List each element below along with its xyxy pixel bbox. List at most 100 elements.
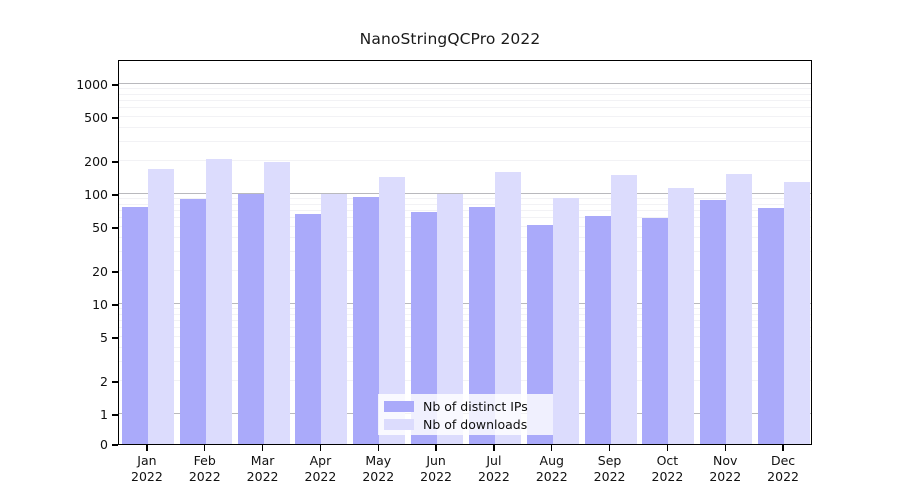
gridline — [119, 379, 811, 381]
x-tick-mark — [724, 445, 726, 451]
gridline — [119, 159, 811, 161]
y-tick-mark — [112, 84, 118, 86]
chart-legend: Nb of distinct IPs Nb of downloads — [378, 394, 553, 435]
y-tick-mark — [112, 194, 118, 196]
gridline — [119, 140, 811, 142]
x-tick-label: Jul 2022 — [478, 453, 510, 484]
x-tick-mark — [146, 445, 148, 451]
plot-area — [118, 60, 812, 445]
legend-label-downloads: Nb of downloads — [423, 416, 528, 432]
x-tick-mark — [377, 445, 379, 451]
gridline — [119, 303, 811, 304]
x-tick-mark — [261, 445, 264, 451]
gridline — [119, 100, 811, 102]
y-tick-label: 50 — [92, 220, 108, 236]
y-tick-label: 100 — [84, 187, 108, 202]
x-tick-mark — [493, 445, 495, 451]
x-tick-label: Mar 2022 — [246, 453, 279, 484]
y-tick-mark — [112, 337, 118, 339]
bar-distinct-ips — [642, 218, 669, 444]
gridline — [119, 346, 811, 348]
y-tick-label: 20 — [92, 263, 108, 279]
gridline — [119, 313, 811, 315]
bar-distinct-ips — [584, 216, 611, 444]
bar-downloads — [668, 188, 695, 444]
x-tick-mark — [782, 445, 784, 451]
x-tick-mark — [204, 445, 206, 451]
x-tick-mark — [608, 445, 611, 451]
x-tick-label: Jun 2022 — [420, 453, 452, 484]
x-tick-mark — [435, 445, 437, 451]
gridline — [119, 198, 811, 200]
bar-downloads — [147, 168, 174, 444]
gridline — [119, 88, 811, 90]
x-tick-mark — [666, 445, 669, 451]
gridline — [119, 93, 811, 95]
x-tick-label: Sep 2022 — [593, 453, 626, 484]
bar-distinct-ips — [121, 206, 148, 444]
bar-distinct-ips — [353, 197, 380, 444]
y-tick-mark — [112, 161, 118, 163]
x-tick-label: Aug 2022 — [535, 453, 568, 484]
bar-downloads — [726, 173, 753, 444]
gridline — [119, 126, 811, 128]
y-tick-label: 200 — [84, 153, 108, 169]
x-tick-label: Oct 2022 — [651, 453, 684, 484]
legend-swatch-distinct-ips — [384, 400, 414, 412]
x-tick-mark — [551, 445, 553, 451]
gridline — [119, 210, 811, 212]
y-tick-mark — [112, 117, 118, 119]
y-tick-label: 2 — [100, 373, 108, 389]
bar-distinct-ips — [237, 194, 264, 444]
y-tick-mark — [112, 414, 118, 416]
bar-downloads — [321, 194, 348, 444]
y-tick-label: 0 — [100, 437, 108, 452]
y-tick-label: 1 — [100, 407, 108, 422]
y-tick-label: 5 — [100, 330, 108, 346]
bar-distinct-ips — [179, 199, 206, 444]
gridline — [119, 269, 811, 271]
legend-item-downloads: Nb of downloads — [384, 416, 547, 432]
gridline — [119, 308, 811, 310]
y-tick-mark — [112, 381, 118, 383]
gridline — [119, 320, 811, 322]
gridline — [119, 327, 811, 329]
chart-title: NanoStringQCPro 2022 — [359, 30, 541, 48]
y-tick-label: 500 — [84, 110, 108, 126]
x-tick-label: Jan 2022 — [131, 453, 163, 484]
x-tick-label: Dec 2022 — [767, 453, 799, 484]
gridline — [119, 193, 811, 194]
gridline — [119, 203, 811, 205]
x-tick-label: Nov 2022 — [709, 453, 742, 484]
gridline — [119, 226, 811, 228]
bar-distinct-ips — [295, 213, 322, 444]
x-tick-label: Feb 2022 — [188, 453, 221, 484]
gridline — [119, 83, 811, 84]
legend-swatch-downloads — [384, 418, 414, 430]
gridline — [119, 107, 811, 109]
legend-item-distinct-ips: Nb of distinct IPs — [384, 398, 547, 414]
y-tick-label: 10 — [92, 297, 108, 312]
bar-distinct-ips — [700, 200, 727, 444]
bar-downloads — [784, 182, 811, 444]
y-tick-label: 1000 — [76, 77, 108, 92]
y-tick-mark — [112, 304, 118, 306]
x-tick-mark — [319, 445, 322, 451]
bar-distinct-ips — [758, 208, 785, 444]
x-tick-label: May 2022 — [362, 453, 395, 484]
gridline — [119, 360, 811, 362]
gridline — [119, 336, 811, 338]
y-tick-mark — [112, 444, 118, 446]
legend-label-distinct-ips: Nb of distinct IPs — [423, 398, 528, 414]
bar-downloads — [205, 159, 232, 444]
x-tick-label: Apr 2022 — [304, 453, 337, 484]
gridline — [119, 236, 811, 238]
gridline — [119, 217, 811, 219]
bar-downloads — [263, 162, 290, 444]
bar-downloads — [552, 197, 579, 444]
gridline — [119, 250, 811, 252]
y-tick-mark — [112, 271, 118, 273]
y-tick-mark — [112, 227, 118, 229]
gridline — [119, 116, 811, 118]
